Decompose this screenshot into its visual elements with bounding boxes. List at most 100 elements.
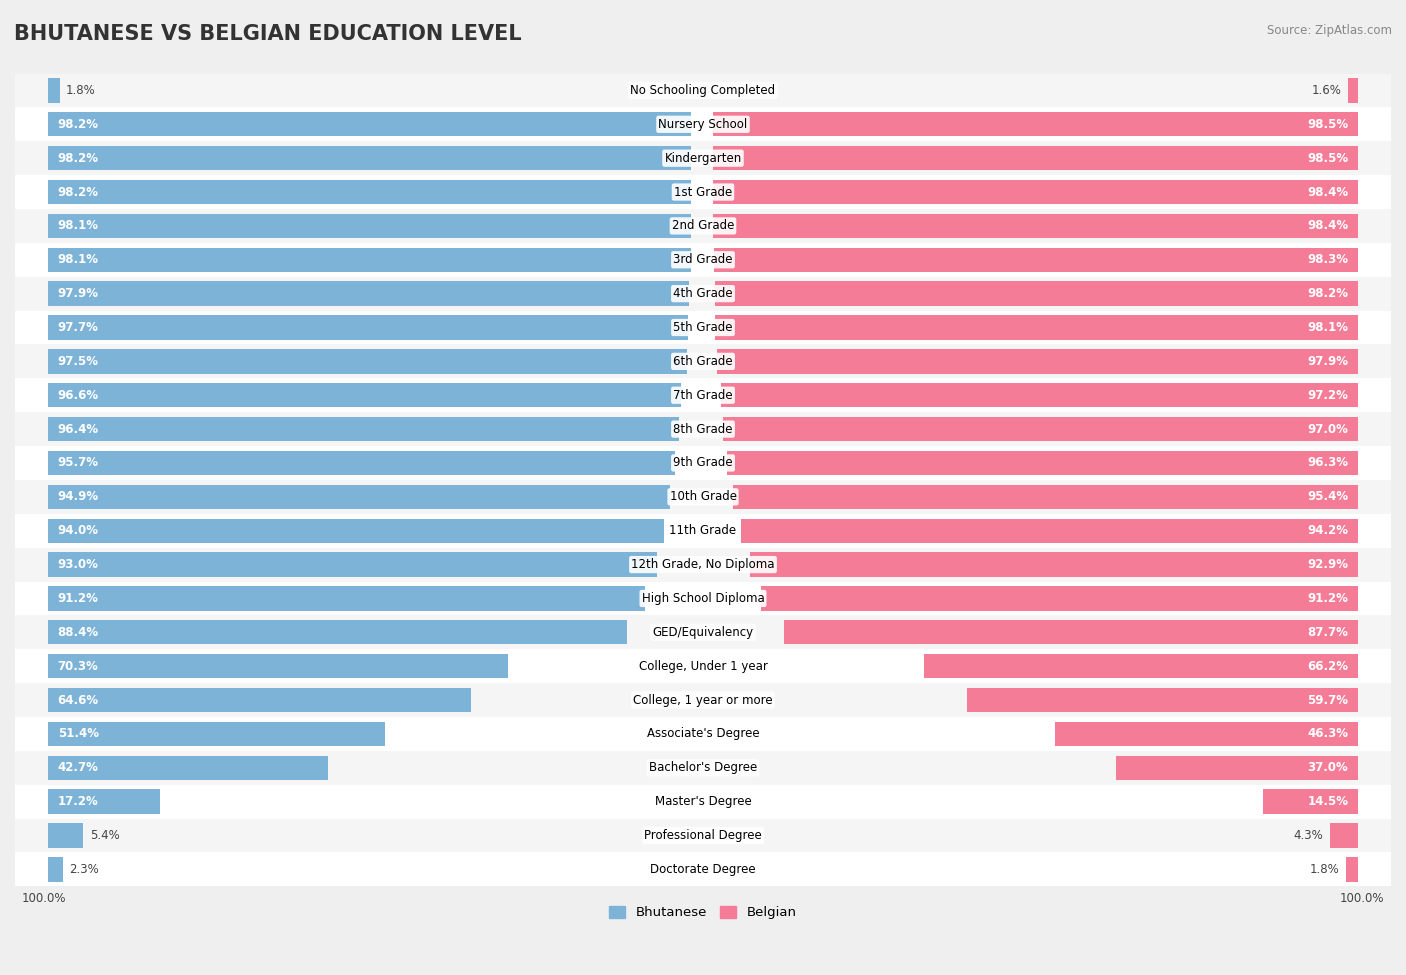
Text: 91.2%: 91.2% (1308, 592, 1348, 604)
Text: 93.0%: 93.0% (58, 558, 98, 571)
Bar (15, 107, 1391, 141)
Text: 64.6%: 64.6% (58, 693, 98, 707)
Text: GED/Equivalency: GED/Equivalency (652, 626, 754, 639)
Text: 98.1%: 98.1% (1308, 321, 1348, 334)
Text: 96.4%: 96.4% (58, 422, 98, 436)
Bar (1054, 722, 1358, 746)
Bar (48, 756, 328, 780)
Text: 97.9%: 97.9% (58, 287, 98, 300)
Bar (721, 383, 1358, 408)
Bar (717, 349, 1358, 373)
Text: 70.3%: 70.3% (58, 660, 98, 673)
Bar (48, 282, 689, 306)
Text: 98.4%: 98.4% (1308, 219, 1348, 232)
Text: 46.3%: 46.3% (1308, 727, 1348, 740)
Bar (727, 450, 1358, 475)
Bar (48, 586, 645, 610)
Text: 98.2%: 98.2% (58, 118, 98, 131)
Bar (15, 717, 1391, 751)
Bar (48, 349, 686, 373)
Text: Master's Degree: Master's Degree (655, 796, 751, 808)
Text: 94.2%: 94.2% (1308, 525, 1348, 537)
Bar (15, 852, 1391, 886)
Text: Bachelor's Degree: Bachelor's Degree (650, 761, 756, 774)
Text: 88.4%: 88.4% (58, 626, 98, 639)
Text: 11th Grade: 11th Grade (669, 525, 737, 537)
Bar (1348, 78, 1358, 102)
Text: 59.7%: 59.7% (1308, 693, 1348, 707)
Bar (733, 485, 1358, 509)
Bar (48, 112, 692, 136)
Text: 92.9%: 92.9% (1308, 558, 1348, 571)
Bar (48, 315, 688, 339)
Text: 5.4%: 5.4% (90, 829, 120, 842)
Text: 1.8%: 1.8% (1310, 863, 1340, 876)
Text: 3rd Grade: 3rd Grade (673, 254, 733, 266)
Text: 2.3%: 2.3% (69, 863, 100, 876)
Text: College, 1 year or more: College, 1 year or more (633, 693, 773, 707)
Bar (15, 819, 1391, 852)
Text: 42.7%: 42.7% (58, 761, 98, 774)
Bar (48, 620, 627, 644)
Text: 98.1%: 98.1% (58, 219, 98, 232)
Bar (48, 146, 692, 171)
Text: 51.4%: 51.4% (58, 727, 98, 740)
Text: BHUTANESE VS BELGIAN EDUCATION LEVEL: BHUTANESE VS BELGIAN EDUCATION LEVEL (14, 24, 522, 45)
Text: 97.0%: 97.0% (1308, 422, 1348, 436)
Text: 8th Grade: 8th Grade (673, 422, 733, 436)
Text: 1.8%: 1.8% (66, 84, 96, 97)
Bar (15, 243, 1391, 277)
Bar (15, 785, 1391, 819)
Bar (48, 485, 669, 509)
Bar (48, 450, 675, 475)
Text: 4.3%: 4.3% (1294, 829, 1323, 842)
Bar (713, 146, 1358, 171)
Text: 4th Grade: 4th Grade (673, 287, 733, 300)
Text: 12th Grade, No Diploma: 12th Grade, No Diploma (631, 558, 775, 571)
Text: 98.2%: 98.2% (58, 152, 98, 165)
Text: Source: ZipAtlas.com: Source: ZipAtlas.com (1267, 24, 1392, 37)
Bar (15, 683, 1391, 717)
Bar (15, 277, 1391, 311)
Bar (48, 519, 664, 543)
Bar (1330, 823, 1358, 847)
Bar (15, 311, 1391, 344)
Text: 1st Grade: 1st Grade (673, 185, 733, 199)
Bar (714, 248, 1358, 272)
Text: 37.0%: 37.0% (1308, 761, 1348, 774)
Text: 91.2%: 91.2% (58, 592, 98, 604)
Bar (15, 480, 1391, 514)
Bar (15, 514, 1391, 548)
Text: 5th Grade: 5th Grade (673, 321, 733, 334)
Bar (15, 446, 1391, 480)
Text: 94.9%: 94.9% (58, 490, 98, 503)
Bar (48, 790, 160, 814)
Bar (15, 615, 1391, 649)
Text: 98.5%: 98.5% (1308, 118, 1348, 131)
Text: College, Under 1 year: College, Under 1 year (638, 660, 768, 673)
Bar (749, 553, 1358, 577)
Text: 98.2%: 98.2% (1308, 287, 1348, 300)
Bar (48, 553, 657, 577)
Text: 14.5%: 14.5% (1308, 796, 1348, 808)
Bar (15, 176, 1391, 209)
Bar (48, 857, 63, 881)
Bar (783, 620, 1358, 644)
Bar (15, 412, 1391, 446)
Text: 9th Grade: 9th Grade (673, 456, 733, 470)
Bar (761, 586, 1358, 610)
Bar (48, 722, 385, 746)
Text: 100.0%: 100.0% (1340, 892, 1385, 905)
Text: 96.3%: 96.3% (1308, 456, 1348, 470)
Bar (967, 687, 1358, 712)
Text: 66.2%: 66.2% (1308, 660, 1348, 673)
Bar (48, 823, 83, 847)
Text: No Schooling Completed: No Schooling Completed (630, 84, 776, 97)
Text: High School Diploma: High School Diploma (641, 592, 765, 604)
Text: 98.2%: 98.2% (58, 185, 98, 199)
Bar (925, 654, 1358, 679)
Legend: Bhutanese, Belgian: Bhutanese, Belgian (605, 901, 801, 924)
Bar (15, 344, 1391, 378)
Text: Doctorate Degree: Doctorate Degree (650, 863, 756, 876)
Text: Kindergarten: Kindergarten (665, 152, 741, 165)
